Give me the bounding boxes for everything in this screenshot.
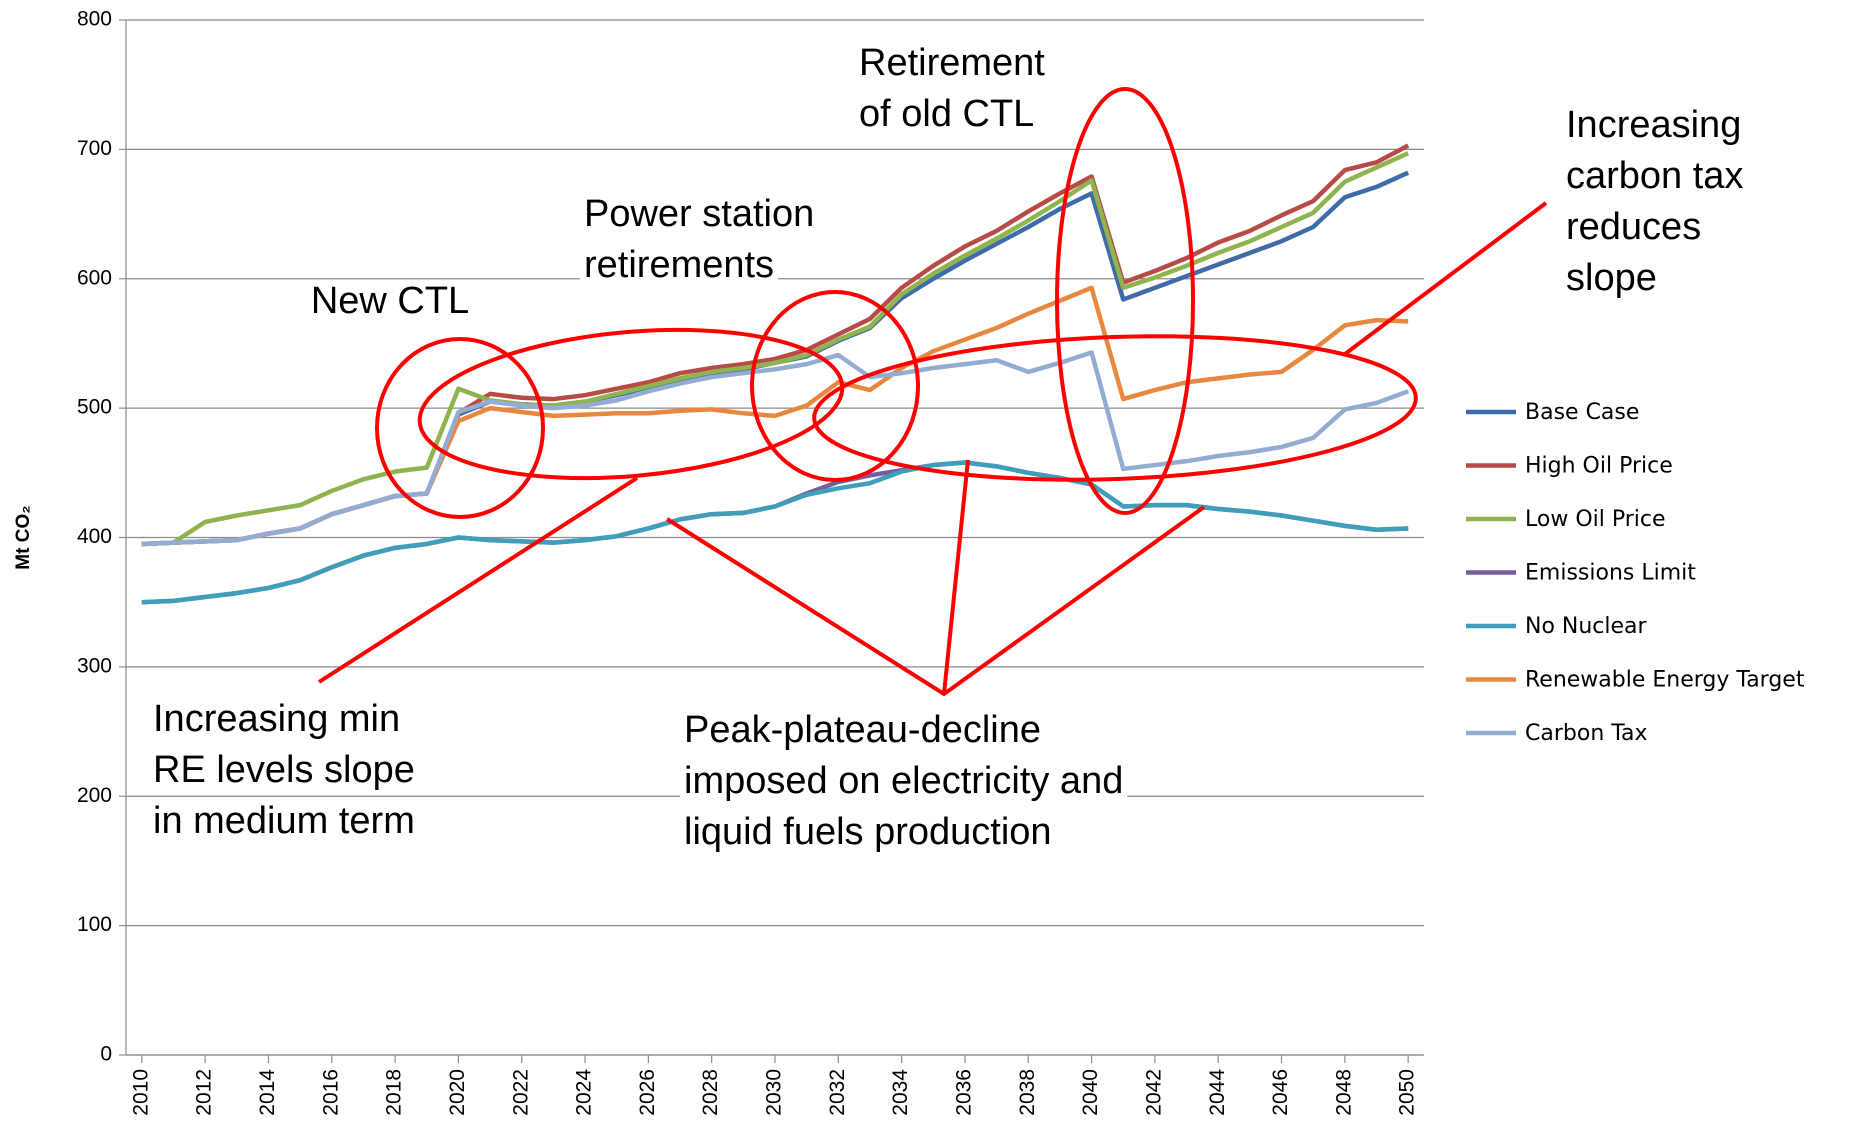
- annotation: in medium term: [153, 800, 415, 842]
- callout-line: [1343, 201, 1548, 356]
- x-tick-label: 2032: [826, 1069, 849, 1116]
- annotation: carbon tax: [1566, 155, 1743, 197]
- y-tick-label: 500: [77, 396, 112, 419]
- legend: Base Case High Oil Price Low Oil Price Emis…: [1466, 400, 1805, 746]
- legend-label: Renewable Energy Target: [1525, 668, 1805, 693]
- x-tick-label: 2022: [509, 1069, 532, 1116]
- annotation-bg: [680, 811, 1056, 854]
- x-tick-label: 2016: [319, 1069, 342, 1116]
- x-tick-label: 2024: [573, 1069, 596, 1116]
- x-tick-label: 2030: [763, 1069, 786, 1116]
- x-tick-label: 2028: [699, 1069, 722, 1116]
- annotation: slope: [1566, 257, 1657, 299]
- annotation-bg: [1562, 206, 1706, 249]
- annotation-bg: [580, 244, 779, 287]
- annotation: Increasing: [1566, 104, 1741, 146]
- x-tick-label: 2026: [636, 1069, 659, 1116]
- x-tick-label: 2044: [1206, 1069, 1229, 1116]
- annotation-bg: [1562, 257, 1661, 300]
- annotation: retirements: [584, 244, 774, 286]
- callout-ellipse: [750, 290, 920, 482]
- y-tick-label: 600: [77, 266, 112, 289]
- annotation-bg: [680, 709, 1046, 752]
- legend-label: Emissions Limit: [1525, 561, 1696, 586]
- annotation-layer: New CTL Power station retirements Retiremen…: [149, 42, 1748, 854]
- annotation: Retirement: [859, 42, 1045, 84]
- annotation: Power station: [584, 193, 814, 235]
- x-tick-label: 2048: [1332, 1069, 1355, 1116]
- callouts: [317, 87, 1548, 697]
- annotation: Peak-plateau-decline: [684, 709, 1041, 751]
- y-tick-label: 400: [77, 525, 112, 548]
- y-tick-label: 0: [100, 1043, 112, 1066]
- series-line: [141, 350, 1409, 547]
- series-line: [141, 460, 1409, 605]
- x-tick-label: 2042: [1142, 1069, 1165, 1116]
- x-tick-label: 2010: [129, 1069, 152, 1116]
- x-tick-label: 2040: [1079, 1069, 1102, 1116]
- x-tick-label: 2012: [193, 1069, 216, 1116]
- annotation-bg: [680, 760, 1128, 803]
- grid-layer: 0 100 200 300 400 500 600 700 800 2010 2012 2014 201…: [13, 8, 1424, 1116]
- callout-line: [942, 459, 970, 695]
- x-tick-label: 2050: [1396, 1069, 1419, 1116]
- annotation-bg: [855, 93, 1039, 136]
- callout-line: [665, 505, 1206, 697]
- x-tick-label: 2020: [446, 1069, 469, 1116]
- annotation-bg: [149, 698, 405, 741]
- annotation: New CTL: [311, 280, 469, 322]
- y-tick-label: 300: [77, 654, 112, 677]
- series-line: [141, 460, 1409, 605]
- x-tick-label: 2018: [383, 1069, 406, 1116]
- annotation: reduces: [1566, 206, 1701, 248]
- y-tick-label: 800: [77, 8, 112, 31]
- annotation-bg: [149, 800, 419, 843]
- callout-ellipse: [375, 337, 545, 519]
- legend-label: High Oil Price: [1525, 454, 1673, 479]
- lines-layer: [141, 143, 1410, 605]
- annotation-bg: [580, 193, 819, 236]
- x-tick-label: 2046: [1269, 1069, 1292, 1116]
- y-tick-label: 200: [77, 784, 112, 807]
- x-tick-label: 2038: [1016, 1069, 1039, 1116]
- legend-label: No Nuclear: [1525, 614, 1648, 639]
- legend-label: Base Case: [1525, 400, 1639, 425]
- x-tick-label: 2034: [889, 1069, 912, 1116]
- y-axis-label: Mt CO₂: [13, 505, 34, 569]
- annotation-bg: [306, 280, 474, 323]
- annotation: imposed on electricity and: [684, 760, 1123, 802]
- x-tick-label: 2036: [952, 1069, 975, 1116]
- annotation: Increasing min: [153, 698, 400, 740]
- y-tick-label: 700: [77, 137, 112, 160]
- legend-label: Carbon Tax: [1525, 721, 1648, 746]
- y-tick-label: 100: [77, 913, 112, 936]
- series-line: [141, 151, 1410, 547]
- annotation: liquid fuels production: [684, 811, 1052, 853]
- callout-ellipse: [1055, 87, 1195, 515]
- callout-ellipse: [812, 334, 1418, 482]
- annotation: RE levels slope: [153, 749, 415, 791]
- legend-label: Low Oil Price: [1525, 507, 1666, 532]
- annotation: of old CTL: [859, 93, 1034, 135]
- annotation-bg: [1562, 104, 1746, 147]
- annotation-bg: [855, 42, 1050, 85]
- annotation-bg: [1562, 155, 1748, 198]
- annotation-bg: [149, 749, 419, 792]
- x-tick-label: 2014: [256, 1069, 279, 1116]
- callout-line: [317, 476, 639, 684]
